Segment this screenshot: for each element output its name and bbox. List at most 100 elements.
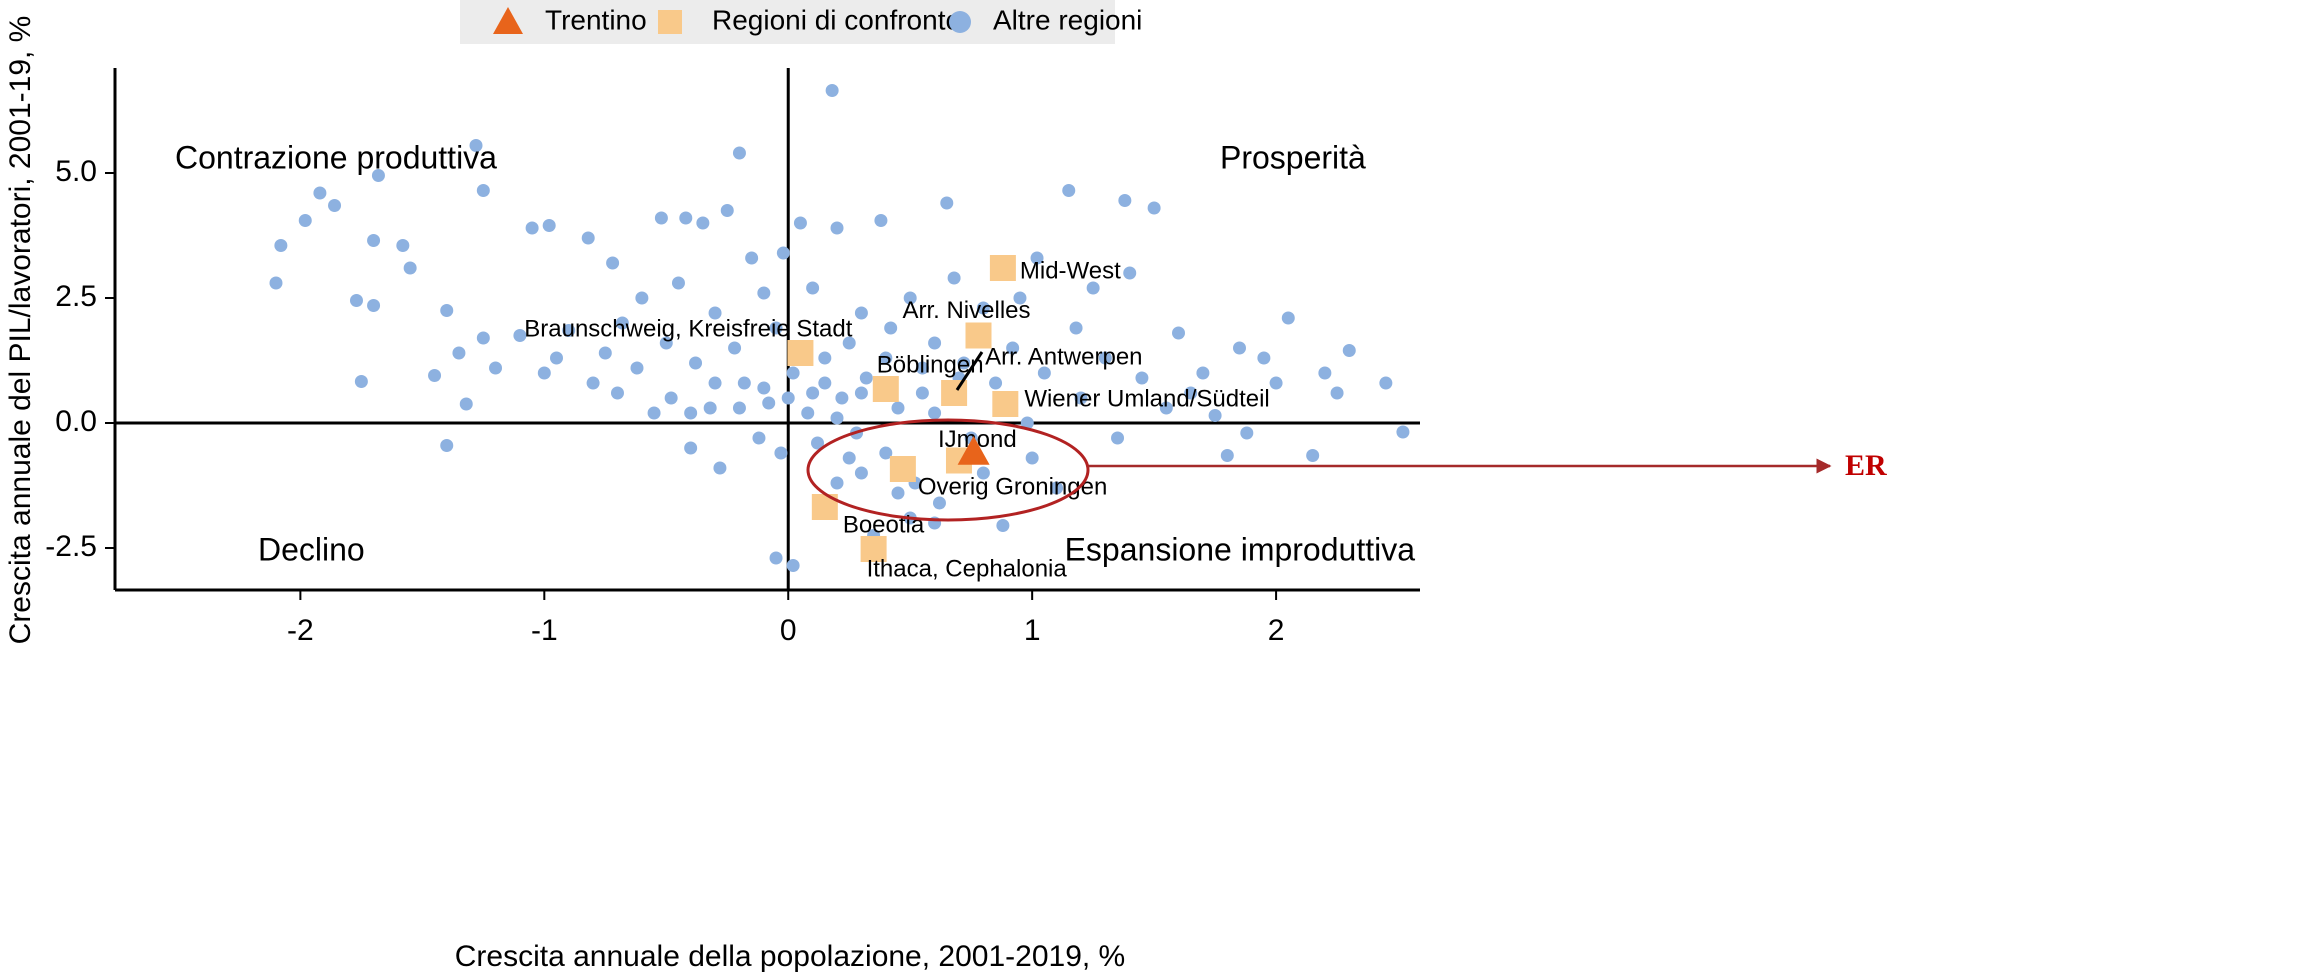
point — [884, 321, 898, 335]
point — [818, 376, 832, 390]
point — [879, 351, 893, 365]
point — [769, 321, 783, 335]
point — [976, 301, 990, 315]
point — [349, 294, 363, 307]
x-tick-label: 1 — [1024, 614, 1041, 647]
point — [1020, 416, 1034, 430]
point — [825, 84, 839, 97]
point — [915, 386, 929, 400]
point — [428, 369, 442, 382]
point — [781, 391, 795, 405]
point — [776, 246, 790, 260]
legend-marker — [658, 10, 682, 34]
point — [440, 304, 454, 317]
point — [854, 306, 868, 320]
legend-label: Altre regioni — [993, 4, 1142, 35]
point — [1232, 341, 1246, 355]
legend-marker — [949, 11, 971, 33]
point — [752, 431, 766, 445]
point — [684, 441, 698, 455]
point — [989, 255, 1016, 281]
quadrant-label: Contrazione produttiva — [175, 139, 497, 175]
point — [787, 340, 814, 366]
point — [745, 251, 759, 265]
point — [367, 299, 381, 312]
point — [476, 331, 490, 345]
y-tick-label: 0.0 — [55, 405, 97, 438]
point — [1135, 371, 1149, 385]
legend-background — [460, 0, 1115, 44]
point — [1147, 201, 1161, 215]
point — [1184, 386, 1198, 400]
point — [928, 406, 942, 420]
point — [737, 376, 751, 390]
point — [328, 199, 342, 212]
point — [859, 371, 873, 385]
point — [928, 336, 942, 350]
x-tick-label: 2 — [1268, 614, 1285, 647]
point-label: Braunschweig, Kreisfreie Stadt — [524, 315, 852, 342]
point — [1379, 376, 1393, 390]
point — [854, 386, 868, 400]
point-label: Ithaca, Cephalonia — [867, 555, 1068, 582]
point — [635, 291, 649, 305]
point — [371, 169, 385, 182]
point-label: Mid-West — [1020, 257, 1121, 284]
x-tick-label: -2 — [287, 614, 314, 647]
point — [762, 396, 776, 410]
point — [976, 466, 990, 480]
point — [941, 380, 968, 406]
point — [757, 286, 771, 300]
point — [774, 446, 788, 460]
point — [1240, 426, 1254, 440]
point — [525, 221, 539, 235]
annotation-text: ER — [1845, 449, 1887, 482]
y-tick-label: 5.0 — [55, 155, 97, 188]
point — [732, 146, 746, 160]
quadrant-label: Espansione improduttiva — [1065, 531, 1416, 567]
point — [891, 401, 905, 415]
point — [830, 221, 844, 235]
point-label: Arr. Antwerpen — [985, 343, 1142, 370]
point — [1098, 351, 1112, 365]
y-axis-label: Crescita annuale del PIL/lavoratori, 200… — [4, 16, 37, 645]
point — [903, 291, 917, 305]
x-tick-label: -1 — [531, 614, 558, 647]
point — [708, 376, 722, 390]
point — [489, 361, 503, 375]
quadrant-label: Prosperità — [1220, 139, 1366, 175]
point — [606, 256, 620, 270]
point — [830, 476, 844, 490]
point — [1306, 449, 1320, 462]
point — [647, 406, 661, 420]
point — [537, 366, 551, 380]
x-tick-label: 0 — [780, 614, 797, 647]
point — [550, 351, 564, 365]
point — [965, 322, 992, 349]
point — [1342, 344, 1356, 357]
point — [403, 261, 417, 275]
point — [835, 391, 849, 405]
point — [440, 439, 454, 452]
point — [469, 139, 483, 152]
point — [1208, 409, 1222, 422]
point — [1269, 376, 1283, 390]
point — [757, 381, 771, 395]
point — [1123, 266, 1137, 280]
point — [679, 211, 693, 225]
point-label: Overig Groningen — [918, 473, 1107, 500]
point — [806, 281, 820, 295]
point — [1030, 251, 1044, 265]
point — [769, 551, 783, 565]
leader-line — [955, 351, 984, 391]
point — [957, 356, 971, 370]
point — [586, 376, 600, 390]
point — [367, 234, 381, 247]
point — [1196, 366, 1210, 380]
point — [728, 341, 742, 355]
legend-marker — [493, 7, 523, 34]
point — [1396, 425, 1410, 439]
point — [696, 216, 710, 230]
point — [1013, 291, 1027, 305]
